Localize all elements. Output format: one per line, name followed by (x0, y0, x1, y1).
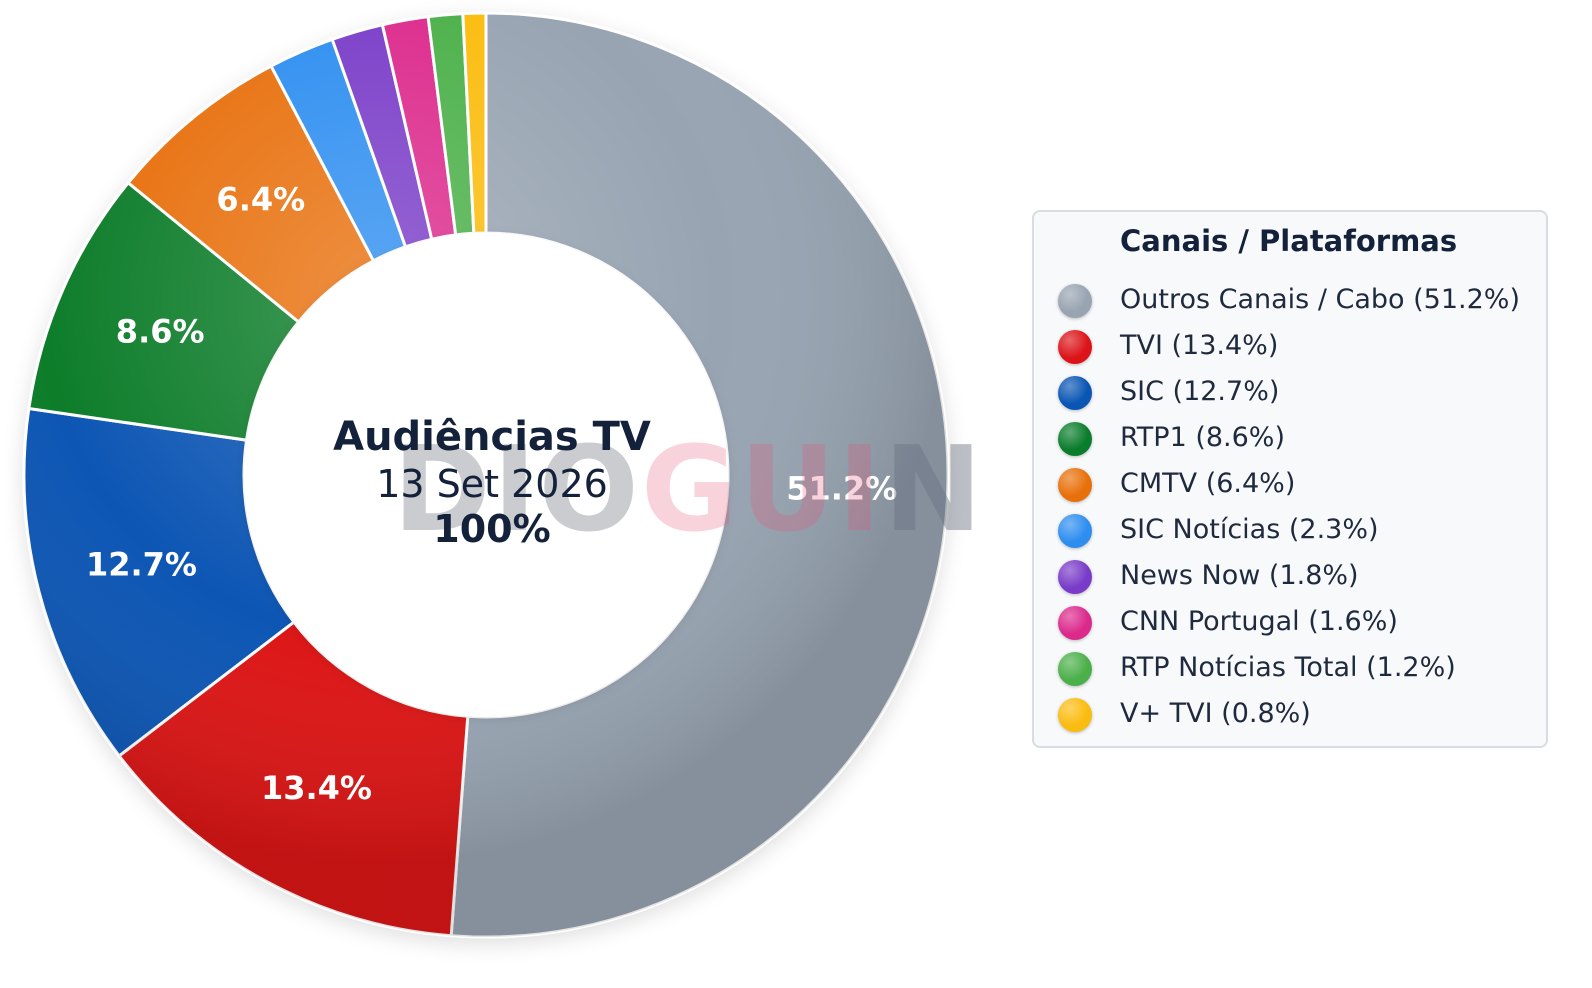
donut-hole (244, 233, 728, 717)
legend-item-sic: SIC (12.7%) (1034, 370, 1544, 416)
legend-swatch (1058, 376, 1092, 410)
watermark-part-2: GUI (641, 420, 884, 558)
legend-swatch (1058, 284, 1092, 318)
watermark: DIOGUINHO (393, 420, 980, 558)
legend-label: CNN Portugal (1.6%) (1120, 606, 1398, 637)
legend-label: RTP Notícias Total (1.2%) (1120, 652, 1456, 683)
center-total: 100% (433, 507, 550, 551)
legend-item-rtp1: RTP1 (8.6%) (1034, 416, 1544, 462)
legend-label: CMTV (6.4%) (1120, 468, 1296, 499)
legend-label: TVI (13.4%) (1120, 330, 1279, 361)
legend-title: Canais / Plataformas (1120, 224, 1458, 258)
watermark-part-3: NHO (883, 420, 980, 558)
donut-sheen (24, 13, 948, 937)
legend-label: SIC Notícias (2.3%) (1120, 514, 1379, 545)
slice-labels: 51.2% 13.4% 12.7% 8.6% 6.4% (86, 180, 897, 807)
legend-item-outros-canais-cabo: Outros Canais / Cabo (51.2%) (1034, 278, 1544, 324)
legend: Canais / Plataformas Outros Canais / Cab… (1032, 210, 1548, 748)
legend-item-cnn-portugal: CNN Portugal (1.6%) (1034, 600, 1544, 646)
center-title: Audiências TV (333, 414, 651, 460)
legend-swatch (1058, 514, 1092, 548)
legend-label: RTP1 (8.6%) (1120, 422, 1285, 453)
legend-label: SIC (12.7%) (1120, 376, 1280, 407)
legend-item-rtp-noticias-total: RTP Notícias Total (1.2%) (1034, 646, 1544, 692)
legend-swatch (1058, 422, 1092, 456)
donut-chart: 51.2% 13.4% 12.7% 8.6% 6.4% DIOGUINHO Audiên… (22, 11, 980, 939)
center-date: 13 Set 2026 (376, 462, 608, 506)
slice-label-tvi: 13.4% (261, 769, 372, 807)
slice-label-rtp1: 8.6% (116, 313, 205, 351)
slice-label-sic: 12.7% (86, 546, 197, 584)
slice-label-cmtv: 6.4% (216, 180, 305, 218)
legend-label: Outros Canais / Cabo (51.2%) (1120, 284, 1520, 315)
legend-swatch (1058, 560, 1092, 594)
legend-swatch (1058, 330, 1092, 364)
legend-label: V+ TVI (0.8%) (1120, 698, 1311, 729)
watermark-part-1: DIO (393, 420, 641, 558)
legend-item-news-now: News Now (1.8%) (1034, 554, 1544, 600)
legend-item-sic-noticias: SIC Notícias (2.3%) (1034, 508, 1544, 554)
slice-label-outros-canais-cabo: 51.2% (786, 469, 897, 507)
legend-item-tvi: TVI (13.4%) (1034, 324, 1544, 370)
legend-item-cmtv: CMTV (6.4%) (1034, 462, 1544, 508)
legend-swatch (1058, 468, 1092, 502)
legend-item-v-tvi: V+ TVI (0.8%) (1034, 692, 1544, 738)
legend-label: News Now (1.8%) (1120, 560, 1359, 591)
legend-list: Outros Canais / Cabo (51.2%) TVI (13.4%) S… (1034, 278, 1544, 738)
legend-swatch (1058, 606, 1092, 640)
legend-swatch (1058, 652, 1092, 686)
legend-swatch (1058, 698, 1092, 732)
